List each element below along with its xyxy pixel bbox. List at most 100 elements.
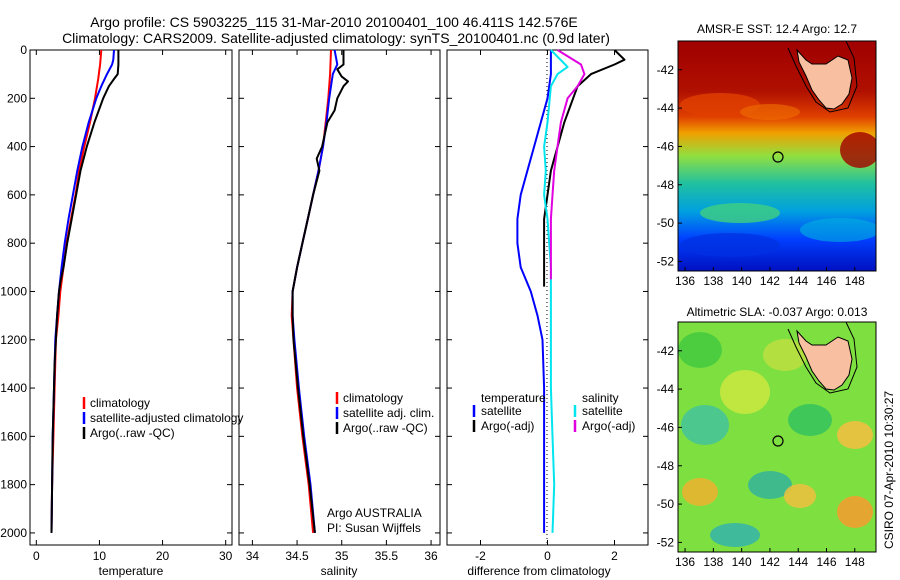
- x-tick-label: -2: [475, 549, 486, 563]
- map-x-tick-label: 140: [732, 555, 752, 569]
- legend-label-sal-satellite: satellite: [582, 404, 623, 418]
- y-tick-label: 1400: [0, 381, 27, 395]
- panel-salinity-lines: [290, 49, 349, 534]
- map-x-tick-label: 142: [760, 274, 780, 288]
- map-x-tick-label: 142: [760, 555, 780, 569]
- y-tick-label: 400: [7, 140, 27, 154]
- x-tick-label: 35.5: [375, 549, 399, 563]
- map-y-tick-label: -52: [657, 254, 675, 268]
- y-tick-label: 1000: [0, 284, 27, 298]
- sla-map-title: Altimetric SLA: -0.037 Argo: 0.013: [687, 305, 868, 319]
- x-tick-label: 34.5: [285, 549, 309, 563]
- sla-patch: [682, 478, 718, 506]
- sla-patch: [748, 471, 792, 499]
- panel-temperature-ticks: 0 10 20 30 0 200 400 600 800 1000 1200 1400 1600 1800…: [0, 43, 232, 563]
- sla-field: [678, 322, 876, 552]
- sla-patch: [681, 405, 729, 445]
- panel-difference-lines: [516, 49, 626, 533]
- y-tick-label: 2000: [0, 526, 27, 540]
- sst-cool-patch: [800, 218, 876, 242]
- sst-warm-patch: [680, 93, 760, 117]
- x-tick-label: 20: [156, 549, 170, 563]
- panel-salinity: 34 34.5 35 35.5 36 salinity climatology sate…: [238, 49, 441, 578]
- map-x-tick-label: 138: [703, 555, 723, 569]
- sla-map-ticks: 136 138 140 142 144 146 148 -42 -44 -46 -48 -50 -52: [657, 344, 865, 569]
- map-y-tick-label: -50: [657, 497, 675, 511]
- x-tick-label: 35: [335, 549, 349, 563]
- series-line-temperature-satellite: [516, 50, 552, 533]
- legend-header-salinity: salinity: [582, 391, 619, 405]
- salinity-legend: climatology satellite adj. clim. Argo(..…: [335, 391, 434, 435]
- y-tick-label: 600: [7, 188, 27, 202]
- map-x-tick-label: 140: [732, 274, 752, 288]
- panel-temperature-lines: [50, 49, 120, 533]
- map-x-tick-label: 146: [816, 555, 836, 569]
- x-tick-label: 30: [219, 549, 233, 563]
- sla-patch: [678, 332, 722, 368]
- sla-patch: [837, 496, 873, 528]
- series-line-argo-raw-qc: [50, 50, 120, 533]
- panel-temperature: 0 10 20 30 0 200 400 600 800 1000 1200 1400 1600 1800…: [0, 43, 243, 578]
- map-y-tick-label: -46: [657, 420, 675, 434]
- temperature-legend: climatology satellite-adjusted climatolo…: [82, 396, 243, 440]
- legend-label-argo: Argo(..raw -QC): [90, 426, 175, 440]
- figure-title-line2: Climatology: CARS2009. Satellite-adjuste…: [62, 30, 610, 46]
- legend-header-temperature: temperature: [481, 391, 546, 405]
- map-y-tick-label: -48: [657, 178, 675, 192]
- x-tick-label: 2: [611, 549, 618, 563]
- panel-salinity-ticks: 34 34.5 35 35.5 36: [239, 49, 440, 563]
- panel-temperature-frame: [29, 49, 233, 546]
- series-line-climatology: [290, 49, 332, 533]
- panel-salinity-xlabel: salinity: [321, 564, 358, 578]
- legend-label-climatology: climatology: [90, 396, 150, 410]
- sla-patch: [710, 523, 760, 547]
- x-tick-label: 0: [33, 549, 40, 563]
- y-tick-label: 1200: [0, 333, 27, 347]
- sla-patch: [720, 370, 770, 414]
- sla-map-frame: [677, 321, 877, 553]
- sst-field: [678, 41, 876, 271]
- map-x-tick-label: 138: [703, 274, 723, 288]
- sla-patch: [784, 484, 816, 508]
- shelf-contour: [787, 322, 858, 394]
- map-y-tick-label: -44: [657, 382, 675, 396]
- panel-temperature-xlabel: temperature: [99, 564, 164, 578]
- map-x-tick-label: 148: [845, 274, 865, 288]
- sst-warm-patch: [840, 132, 876, 168]
- shelf-contour: [787, 41, 858, 113]
- figure-title-line1: Argo profile: CS 5903225_115 31-Mar-2010…: [90, 14, 578, 30]
- tasmania-island: [796, 48, 853, 110]
- legend-label-argo: Argo(..raw -QC): [343, 421, 428, 435]
- map-x-tick-label: 136: [675, 274, 695, 288]
- sst-map-ticks: 136 138 140 142 144 146 148 -42 -44 -46 -48 -50 -52: [657, 63, 865, 288]
- y-tick-label: 0: [20, 43, 27, 57]
- sst-map-frame: [677, 40, 877, 272]
- series-line-salinity-argo-adj: [549, 49, 586, 280]
- legend-label-satellite: satellite adj. clim.: [343, 406, 434, 420]
- sst-cool-patch: [700, 203, 780, 223]
- panel-difference: -2 0 2 difference from climatology tempera…: [446, 49, 649, 578]
- credit-line1: Argo AUSTRALIA: [327, 506, 422, 520]
- difference-legend: temperature satellite Argo(-adj) salinit…: [472, 391, 635, 433]
- sla-map: Altimetric SLA: -0.037 Argo: 0.013 136 13…: [657, 305, 877, 569]
- x-tick-label: 0: [544, 549, 551, 563]
- sla-patch: [837, 421, 873, 449]
- x-tick-label: 34: [246, 549, 260, 563]
- map-x-tick-label: 148: [845, 555, 865, 569]
- panel-difference-xlabel: difference from climatology: [467, 564, 610, 578]
- series-line-temperature-argo-adj: [543, 49, 626, 287]
- y-tick-label: 1600: [0, 429, 27, 443]
- argo-float-marker: [772, 151, 784, 163]
- legend-label-temp-satellite: satellite: [481, 404, 522, 418]
- map-x-tick-label: 146: [816, 274, 836, 288]
- series-line-argo-raw-qc: [291, 50, 349, 534]
- map-y-tick-label: -44: [657, 101, 675, 115]
- map-y-tick-label: -50: [657, 216, 675, 230]
- sst-warm-patch: [740, 104, 800, 120]
- argo-float-marker: [772, 435, 784, 447]
- panel-salinity-frame: [238, 49, 441, 546]
- credit-line2: PI: Susan Wijffels: [327, 521, 421, 535]
- y-tick-label: 1800: [0, 478, 27, 492]
- map-y-tick-label: -42: [657, 344, 675, 358]
